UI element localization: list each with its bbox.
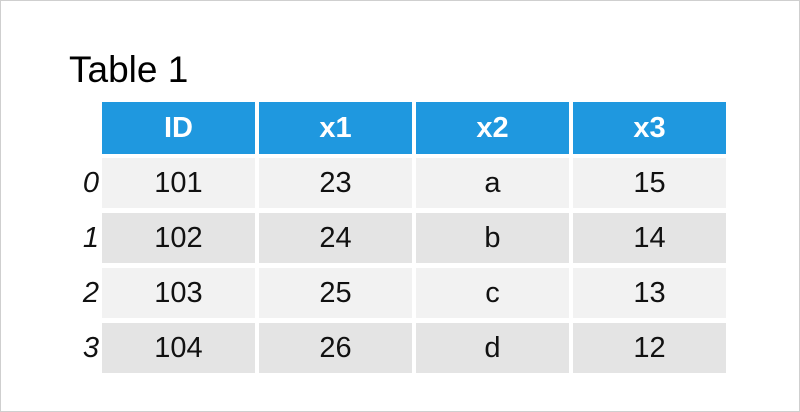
header-cell: ID xyxy=(102,102,255,154)
table-cell: d xyxy=(416,323,569,373)
header-cell: x3 xyxy=(573,102,726,154)
row-index: 3 xyxy=(82,331,99,364)
header-cell: x1 xyxy=(259,102,412,154)
table-cell: 26 xyxy=(259,323,412,373)
table-cell: 13 xyxy=(573,268,726,318)
table-cell: 15 xyxy=(573,158,726,208)
table-cell: 101 xyxy=(102,158,255,208)
table-cell: c xyxy=(416,268,569,318)
row-index: 2 xyxy=(82,276,99,309)
row-index: 0 xyxy=(82,166,99,199)
table-cell: 14 xyxy=(573,213,726,263)
table-cell: 103 xyxy=(102,268,255,318)
header-cell: x2 xyxy=(416,102,569,154)
table-cell: a xyxy=(416,158,569,208)
table-cell: 25 xyxy=(259,268,412,318)
table-cell: 12 xyxy=(573,323,726,373)
table-cell: 104 xyxy=(102,323,255,373)
table-cell: b xyxy=(416,213,569,263)
row-index: 1 xyxy=(82,221,99,254)
table-cell: 102 xyxy=(102,213,255,263)
table-cell: 24 xyxy=(259,213,412,263)
table-title: Table 1 xyxy=(69,49,189,90)
table-cell: 23 xyxy=(259,158,412,208)
